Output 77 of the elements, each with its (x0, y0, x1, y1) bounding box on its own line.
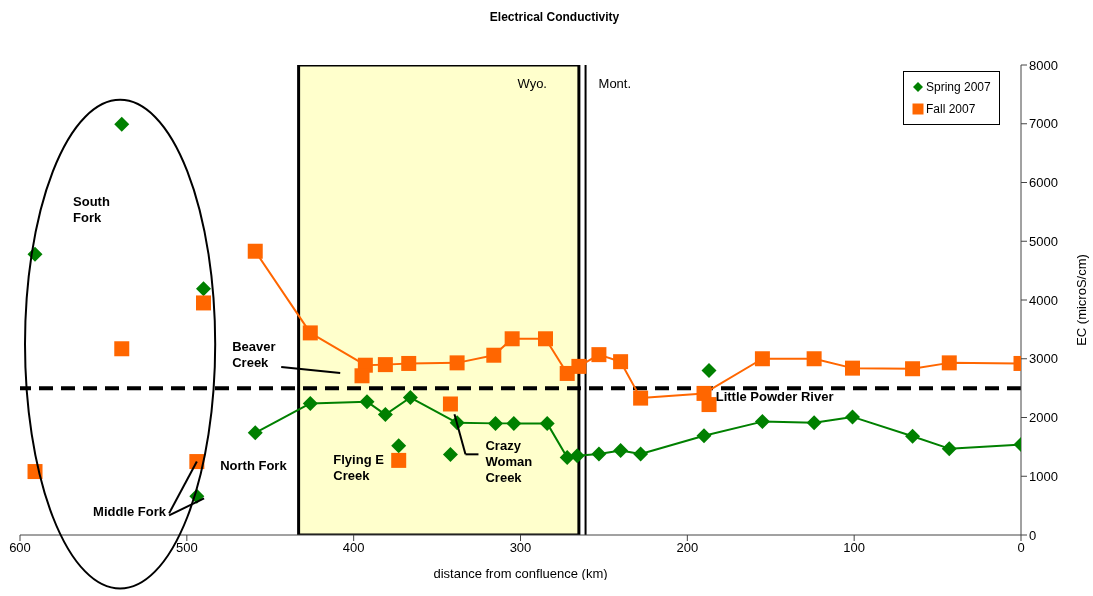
x-tick-label: 0 (1017, 540, 1025, 556)
x-tick-label: 300 (509, 540, 532, 556)
point (559, 449, 575, 465)
point (449, 355, 465, 371)
annotation: South Fork (73, 194, 110, 226)
point (486, 347, 502, 363)
point (302, 395, 318, 411)
point (401, 355, 417, 371)
point (377, 357, 393, 373)
y-tick-label: 2000 (1029, 410, 1058, 426)
point (806, 351, 822, 367)
y-axis-title: EC (microS/cm) (1074, 254, 1090, 346)
point (905, 428, 921, 444)
x-tick-label: 600 (9, 540, 31, 556)
legend-label: Spring 2007 (926, 80, 991, 94)
point (941, 355, 957, 371)
point (806, 415, 822, 431)
point (391, 438, 407, 454)
chart-title: Electrical Conductivity (488, 9, 621, 26)
y-tick-label: 1000 (1029, 468, 1058, 484)
point (506, 415, 522, 431)
legend-label: Fall 2007 (926, 102, 976, 116)
point (391, 452, 407, 468)
point (354, 368, 370, 384)
x-tick-label: 100 (843, 540, 866, 556)
point (701, 363, 717, 378)
point (941, 441, 957, 457)
point (538, 331, 554, 347)
point (754, 351, 770, 367)
point (302, 325, 318, 341)
y-tick-label: 3000 (1029, 351, 1058, 367)
point (591, 347, 607, 363)
point (114, 341, 130, 357)
point (845, 409, 860, 425)
annotation: Beaver Creek (232, 339, 276, 371)
point (504, 331, 520, 347)
point (633, 390, 649, 406)
point (196, 295, 212, 311)
point (905, 361, 921, 377)
point (701, 397, 717, 413)
point (571, 358, 587, 374)
point (754, 414, 770, 430)
point (591, 446, 607, 462)
point (402, 390, 418, 406)
point (613, 354, 629, 370)
point (377, 407, 393, 423)
annotation: North Fork (220, 458, 288, 474)
annotation: Middle Fork (93, 504, 167, 520)
y-tick-label: 6000 (1029, 175, 1058, 191)
point (114, 116, 130, 132)
point (487, 415, 503, 431)
annotation: Wyo. (517, 76, 547, 92)
x-tick-label: 200 (676, 540, 699, 556)
x-tick-label: 500 (175, 540, 198, 556)
annotation: Little Powder River (715, 388, 834, 404)
point (247, 425, 263, 441)
point (539, 415, 555, 431)
point (442, 396, 458, 412)
x-tick-label: 400 (342, 540, 365, 556)
point (442, 447, 458, 463)
y-tick-label: 8000 (1029, 57, 1058, 73)
point (359, 394, 375, 410)
y-tick-label: 5000 (1029, 233, 1058, 249)
point (845, 360, 860, 376)
point (196, 281, 212, 297)
annotation: Mont. (598, 76, 632, 92)
y-tick-label: 0 (1029, 527, 1037, 543)
point (247, 243, 263, 259)
y-tick-label: 4000 (1029, 292, 1058, 308)
point (633, 446, 649, 462)
annotation: Crazy Woman Creek (485, 438, 533, 486)
point (696, 428, 712, 444)
point (613, 442, 629, 458)
annotation: Flying E Creek (333, 452, 385, 484)
y-tick-label: 7000 (1029, 116, 1058, 132)
x-axis-title: distance from confluence (km) (433, 566, 608, 581)
point (569, 448, 585, 464)
